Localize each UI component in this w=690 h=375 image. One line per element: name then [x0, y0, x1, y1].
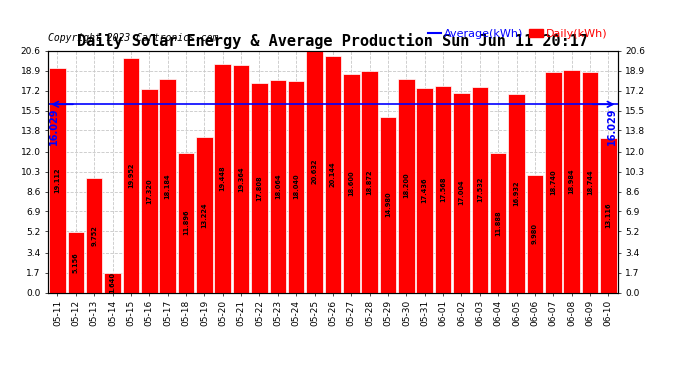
- Bar: [600, 138, 617, 292]
- Text: 17.436: 17.436: [422, 177, 428, 203]
- Bar: [49, 68, 66, 292]
- Text: 9.752: 9.752: [91, 225, 97, 246]
- Bar: [490, 153, 506, 292]
- Bar: [196, 137, 213, 292]
- Text: 9.980: 9.980: [532, 224, 538, 245]
- Bar: [343, 74, 359, 292]
- Bar: [325, 56, 341, 292]
- Bar: [159, 79, 176, 292]
- Text: 18.984: 18.984: [569, 168, 575, 194]
- Bar: [526, 176, 543, 292]
- Text: 19.112: 19.112: [55, 168, 61, 193]
- Bar: [563, 70, 580, 292]
- Bar: [471, 87, 488, 292]
- Text: 18.740: 18.740: [551, 170, 556, 195]
- Title: Daily Solar Energy & Average Production Sun Jun 11 20:17: Daily Solar Energy & Average Production …: [77, 33, 589, 50]
- Text: 5.156: 5.156: [73, 252, 79, 273]
- Text: 17.004: 17.004: [458, 180, 464, 206]
- Text: 18.200: 18.200: [404, 173, 409, 198]
- Text: 13.224: 13.224: [201, 202, 208, 228]
- Text: 19.364: 19.364: [238, 166, 244, 192]
- Bar: [270, 80, 286, 292]
- Bar: [215, 64, 231, 292]
- Legend: Average(kWh), Daily(kWh): Average(kWh), Daily(kWh): [423, 25, 612, 44]
- Bar: [435, 86, 451, 292]
- Text: 18.040: 18.040: [293, 174, 299, 200]
- Text: 11.896: 11.896: [183, 210, 189, 236]
- Bar: [251, 83, 268, 292]
- Bar: [123, 58, 139, 292]
- Text: 19.448: 19.448: [219, 165, 226, 191]
- Bar: [68, 232, 84, 292]
- Text: 17.532: 17.532: [477, 177, 483, 203]
- Bar: [362, 71, 378, 292]
- Bar: [288, 81, 304, 292]
- Text: 16.029: 16.029: [49, 108, 59, 146]
- Text: 18.184: 18.184: [165, 173, 170, 198]
- Bar: [141, 89, 157, 292]
- Text: 20.632: 20.632: [312, 159, 317, 184]
- Bar: [104, 273, 121, 292]
- Bar: [178, 153, 195, 292]
- Bar: [233, 65, 249, 292]
- Bar: [545, 72, 562, 292]
- Bar: [306, 50, 323, 292]
- Text: 18.064: 18.064: [275, 174, 281, 199]
- Bar: [417, 88, 433, 292]
- Bar: [86, 178, 103, 292]
- Text: 16.029: 16.029: [607, 108, 617, 146]
- Text: 1.640: 1.640: [110, 272, 115, 293]
- Bar: [509, 94, 525, 292]
- Text: 11.888: 11.888: [495, 210, 501, 236]
- Text: 19.952: 19.952: [128, 163, 134, 188]
- Text: 17.568: 17.568: [440, 177, 446, 202]
- Text: 18.600: 18.600: [348, 171, 354, 196]
- Text: 17.808: 17.808: [257, 175, 262, 201]
- Text: 18.872: 18.872: [366, 169, 373, 195]
- Text: 14.980: 14.980: [385, 192, 391, 217]
- Bar: [398, 79, 415, 292]
- Text: 18.744: 18.744: [587, 170, 593, 195]
- Text: Copyright 2023 Cartronics.com: Copyright 2023 Cartronics.com: [48, 33, 219, 43]
- Text: 17.320: 17.320: [146, 178, 152, 204]
- Bar: [453, 93, 470, 292]
- Text: 13.116: 13.116: [605, 202, 611, 228]
- Text: 20.144: 20.144: [330, 161, 336, 187]
- Bar: [582, 72, 598, 292]
- Bar: [380, 117, 396, 292]
- Text: 16.932: 16.932: [513, 180, 520, 206]
